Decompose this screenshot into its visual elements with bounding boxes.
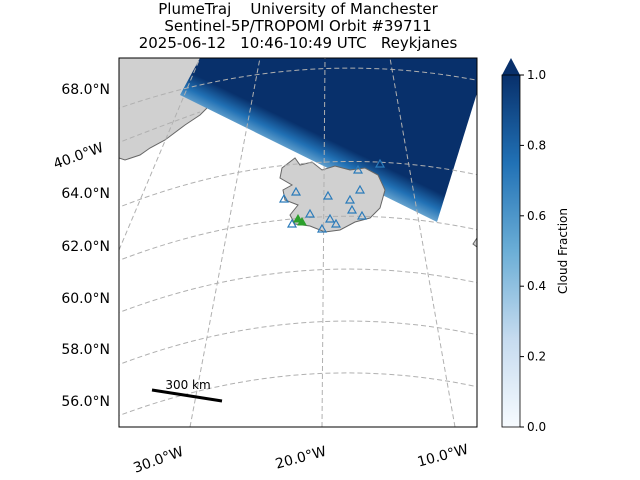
map-frame bbox=[118, 57, 478, 428]
marker bbox=[290, 186, 302, 196]
lon-label: 10.0°W bbox=[416, 442, 471, 471]
colorbar: Cloud Fraction 0.0 0.2 0.4 0.6 0.8 1.0 bbox=[501, 58, 570, 434]
marker bbox=[324, 213, 336, 223]
marker bbox=[346, 204, 358, 214]
lat-label: 62.0°N bbox=[61, 239, 110, 255]
marker bbox=[330, 218, 342, 228]
marker bbox=[322, 190, 334, 200]
tick-label: 0.2 bbox=[527, 350, 546, 364]
marker bbox=[286, 218, 298, 228]
marker bbox=[356, 210, 368, 220]
lat-label: 58.0°N bbox=[61, 342, 110, 358]
tick-label: 0.6 bbox=[527, 209, 546, 223]
marker bbox=[304, 208, 316, 218]
grid-line bbox=[321, 58, 326, 427]
title-line: PlumeTraj University of Manchester bbox=[158, 0, 438, 18]
map: 300 km bbox=[119, 58, 477, 427]
iceland bbox=[279, 157, 386, 233]
grid-line bbox=[119, 67, 477, 109]
marker bbox=[316, 223, 328, 233]
cloud-swath bbox=[180, 58, 477, 222]
lon-label: 20.0°W bbox=[274, 444, 329, 473]
title-block: PlumeTraj University of Manchester Senti… bbox=[139, 0, 458, 52]
tick-label: 0.0 bbox=[527, 420, 546, 434]
grid-line bbox=[119, 372, 477, 417]
tick-label: 0.4 bbox=[527, 279, 546, 293]
coast bbox=[472, 237, 477, 248]
lon-label: 30.0°W bbox=[131, 444, 185, 477]
marker bbox=[344, 194, 356, 204]
colorbar-extend bbox=[502, 58, 520, 75]
tick-label: 1.0 bbox=[527, 68, 546, 82]
marker bbox=[297, 216, 307, 226]
grid-line bbox=[119, 160, 477, 208]
lat-label: 64.0°N bbox=[61, 186, 110, 202]
colorbar-label: Cloud Fraction bbox=[556, 208, 570, 294]
lat-label: 56.0°N bbox=[61, 394, 110, 410]
tick-label: 0.8 bbox=[527, 138, 546, 152]
vents bbox=[278, 158, 386, 233]
lat-label: 68.0°N bbox=[61, 82, 110, 98]
lon-label: 40.0°W bbox=[51, 140, 105, 173]
grid-line bbox=[119, 268, 477, 314]
lat-labels: 68.0°N 64.0°N 62.0°N 60.0°N 58.0°N 56.0°… bbox=[61, 82, 110, 410]
grid-line bbox=[189, 58, 261, 427]
marker bbox=[278, 193, 290, 203]
lat-label: 60.0°N bbox=[61, 291, 110, 307]
marker bbox=[293, 213, 303, 223]
grid bbox=[119, 58, 477, 427]
marker bbox=[352, 164, 364, 174]
grid-line bbox=[389, 58, 456, 427]
grid-line bbox=[119, 215, 477, 261]
grid-line bbox=[119, 320, 477, 366]
title-line: 2025-06-12 10:46-10:49 UTC Reykjanes bbox=[139, 34, 458, 52]
marker bbox=[374, 158, 386, 168]
title-line: Sentinel-5P/TROPOMI Orbit #39711 bbox=[164, 17, 431, 35]
scale-bar bbox=[151, 388, 223, 403]
scale-label: 300 km bbox=[165, 378, 210, 392]
grid-line bbox=[119, 58, 201, 251]
colorbar-body bbox=[501, 74, 521, 428]
marker bbox=[354, 184, 366, 194]
